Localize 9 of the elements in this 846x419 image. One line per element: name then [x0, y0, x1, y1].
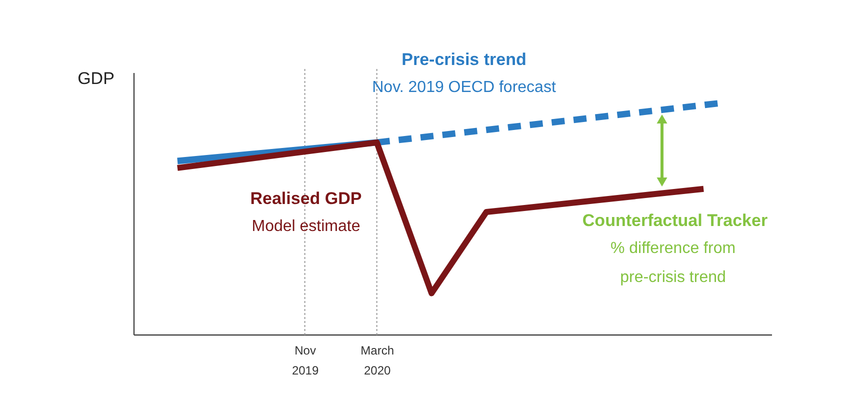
- series-label: Realised GDP: [250, 189, 362, 208]
- text: Pre-crisis trend: [402, 50, 526, 69]
- annotation: Model estimate: [252, 218, 360, 235]
- text: Nov. 2019 OECD forecast: [372, 79, 556, 96]
- x-tick-label: March 2020: [360, 344, 394, 378]
- x-tick-label: Nov 2019: [292, 344, 319, 378]
- annotation: Counterfactual Tracker: [582, 211, 768, 230]
- annotation: % difference from pre-crisis trend: [610, 240, 736, 286]
- y-axis-title: GDP: [78, 69, 114, 88]
